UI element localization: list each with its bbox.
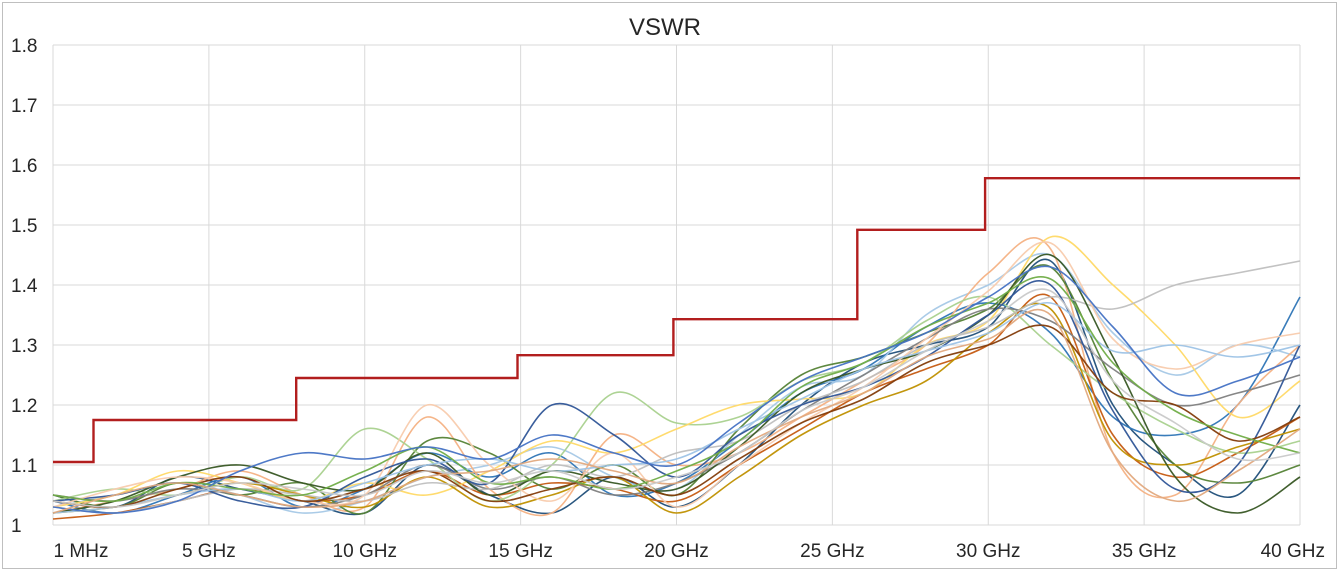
x-tick-label: 25 GHz bbox=[800, 541, 864, 562]
series-line-3 bbox=[52, 252, 1301, 514]
series-line-12 bbox=[52, 253, 1301, 514]
y-tick-label: 1.7 bbox=[11, 96, 37, 117]
x-tick-label: 35 GHz bbox=[1112, 541, 1176, 562]
series-line-18 bbox=[52, 265, 1301, 514]
y-tick-label: 1.4 bbox=[11, 276, 38, 297]
gridlines bbox=[52, 44, 1301, 526]
series-line-16 bbox=[52, 324, 1301, 509]
y-tick-label: 1.8 bbox=[11, 36, 37, 57]
y-tick-label: 1.6 bbox=[11, 156, 37, 177]
series-line-19 bbox=[52, 308, 1301, 514]
limit-line-group bbox=[53, 177, 1300, 464]
y-axis-ticks: 1 1.1 1.2 1.3 1.4 1.5 1.6 1.7 1.8 bbox=[11, 36, 38, 537]
x-axis-ticks: 1 MHz 5 GHz 10 GHz 15 GHz 20 GHz 25 GHz 30 GHz… bbox=[54, 541, 1325, 562]
y-tick-label: 1.3 bbox=[11, 336, 37, 357]
x-tick-label: 15 GHz bbox=[488, 541, 552, 562]
series-line-9 bbox=[52, 302, 1301, 514]
y-tick-label: 1 bbox=[11, 516, 22, 537]
y-tick-label: 1.1 bbox=[11, 456, 37, 477]
series-line-13 bbox=[52, 280, 1301, 510]
series-line-17 bbox=[52, 276, 1301, 503]
series-lines bbox=[52, 235, 1301, 520]
x-tick-label: 40 GHz bbox=[1261, 541, 1325, 562]
y-tick-label: 1.2 bbox=[11, 396, 37, 417]
x-tick-label: 1 MHz bbox=[54, 541, 109, 562]
x-tick-label: 20 GHz bbox=[644, 541, 708, 562]
x-tick-label: 5 GHz bbox=[182, 541, 236, 562]
limit-line bbox=[53, 177, 1300, 464]
chart-title: VSWR bbox=[629, 14, 701, 41]
x-tick-label: 10 GHz bbox=[333, 541, 397, 562]
y-tick-label: 1.5 bbox=[11, 216, 37, 237]
x-tick-label: 30 GHz bbox=[956, 541, 1020, 562]
vswr-chart: VSWR 1 MHz 5 GHz 10 GHz 15 GHz 20 GHz 25 GHz 3… bbox=[11, 14, 1325, 562]
series-line-20 bbox=[52, 288, 1301, 508]
series-line-15 bbox=[52, 302, 1301, 514]
series-line-4 bbox=[52, 237, 1301, 517]
